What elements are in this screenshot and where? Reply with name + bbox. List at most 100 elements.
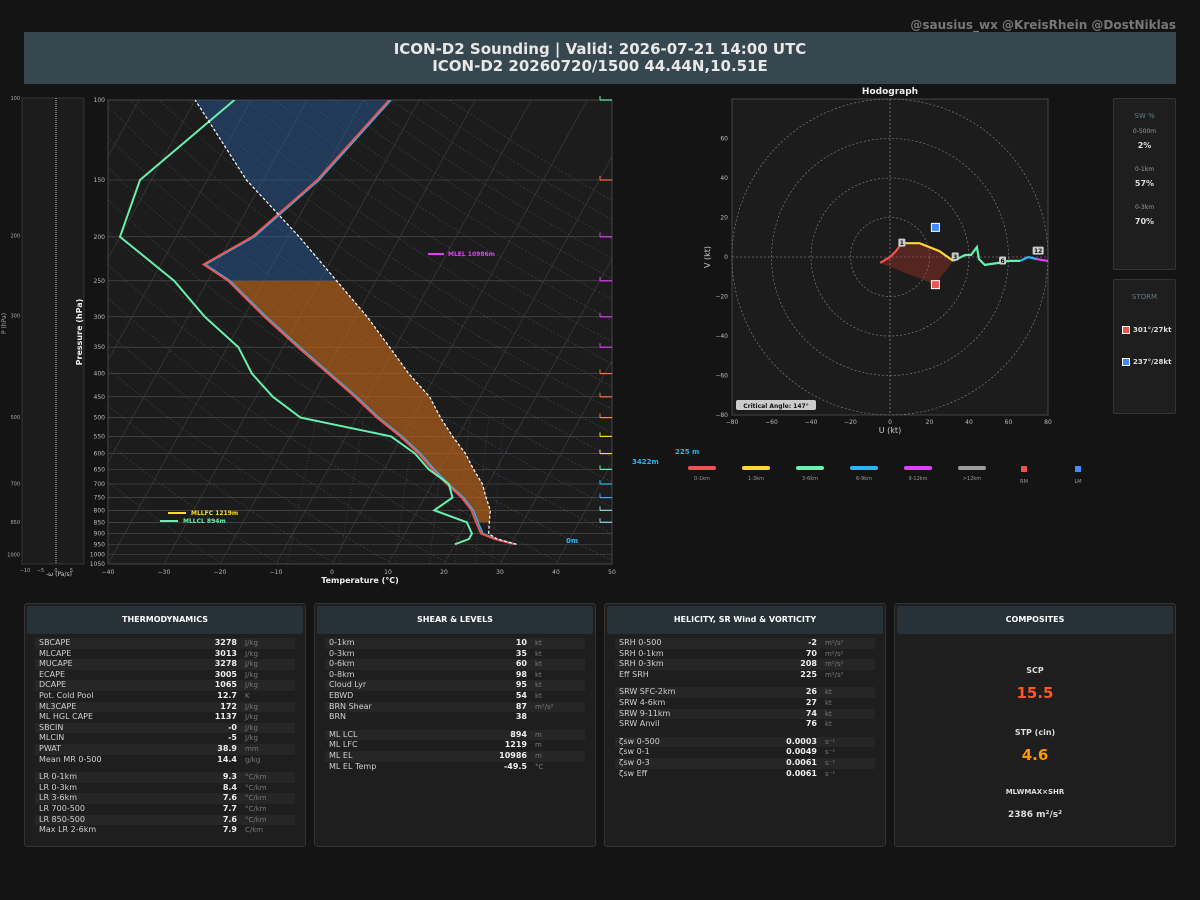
param-unit: m²/s² xyxy=(825,639,844,647)
critical-angle: Critical Angle: 147° xyxy=(743,403,808,410)
param-value: 7.6 xyxy=(222,814,237,824)
dry-adiabat xyxy=(129,100,612,434)
skewt-x-ticks: −40 −30 −20 −10 0 10 20 30 40 50 xyxy=(102,569,616,576)
param-name: BRN xyxy=(329,712,347,722)
title-line-1: ICON-D2 Sounding | Valid: 2026-07-21 14:… xyxy=(393,40,807,58)
omega-y-tick: 1000 xyxy=(7,552,20,558)
mlw-label: MLWMAX×SHR xyxy=(1005,788,1065,796)
param-unit: °C/km xyxy=(245,815,267,824)
hodo-x-tick: 20 xyxy=(926,419,934,426)
table-row: MLCAPE 3013 J/kg xyxy=(35,649,295,660)
streamwise-box: SW % 0-500m 2% 0-1km 57% 0-3km 70% xyxy=(1113,98,1176,270)
param-value: 54 xyxy=(515,690,527,700)
hodo-y-tick: 60 xyxy=(720,136,728,143)
hodo-x-tick: −20 xyxy=(844,419,857,426)
height-marker xyxy=(999,256,1007,265)
param-unit: m²/s² xyxy=(825,649,844,658)
srh-area xyxy=(880,243,954,285)
param-value: 76 xyxy=(805,719,817,729)
skewt-x-tick: 0 xyxy=(330,569,334,576)
param-value: -5 xyxy=(228,733,237,743)
param-name: SRW 9-11km xyxy=(619,708,671,718)
param-unit: s⁻¹ xyxy=(825,737,836,746)
omega-x-tick: 0 xyxy=(54,568,57,574)
param-name: ζsw 0-500 xyxy=(619,736,660,746)
param-value: 60 xyxy=(515,659,527,669)
table-row: LR 0-1km 9.3 °C/km xyxy=(35,772,295,783)
parcel-line xyxy=(194,100,517,545)
hodo-y-tick: 20 xyxy=(720,215,728,222)
param-value: 0.0061 xyxy=(786,768,817,778)
dry-adiabat xyxy=(108,264,563,564)
table-row: SBCIN -0 J/kg xyxy=(35,722,295,734)
isotherm xyxy=(387,156,612,564)
mixing-ratio-line xyxy=(454,417,471,564)
isotherm xyxy=(275,100,532,564)
param-name: SRW SFC-2km xyxy=(619,687,676,697)
param-unit: m xyxy=(535,730,542,739)
left-mover-marker xyxy=(930,222,940,232)
param-unit: °C xyxy=(535,762,544,771)
param-unit: kt xyxy=(535,649,542,658)
param-value: 1219 xyxy=(504,740,527,750)
param-name: Mean MR 0-500 xyxy=(39,754,102,764)
param-name: ML LCL xyxy=(329,729,358,739)
param-value: 38.9 xyxy=(217,743,237,753)
omega-y-tick: 200 xyxy=(10,233,20,239)
mllfc-annotation: MLLFC 1219m xyxy=(168,510,238,517)
table-row: Cloud Lyr 95 kt xyxy=(325,680,585,691)
param-name: Pot. Cold Pool xyxy=(39,690,94,700)
helicity-title: HELICITY, SR Wind & VORTICITY xyxy=(607,606,883,634)
param-name: Cloud Lyr xyxy=(329,680,367,690)
skewt-y-ticks: 100 150 200 250 300 350 400 450 500 550 600 650 700 7… xyxy=(90,97,105,568)
hodo-trace xyxy=(1036,257,1049,262)
param-unit: J/kg xyxy=(245,702,258,711)
param-unit: J/kg xyxy=(245,734,258,743)
param-unit: s⁻¹ xyxy=(825,769,836,778)
omega-x-tick: −10 xyxy=(20,568,31,574)
dry-adiabat xyxy=(108,405,336,564)
table-row: SRH 0-1km 70 m²/s² xyxy=(615,649,875,660)
param-name: 0-8km xyxy=(329,669,355,679)
param-name: MLCIN xyxy=(39,733,65,743)
mixing-ratio-line xyxy=(491,417,505,564)
isotherm xyxy=(108,100,308,463)
table-row: SRW Anvil 76 kt xyxy=(615,719,875,730)
skewt-x-tick: −30 xyxy=(158,569,171,576)
param-value: 10 xyxy=(515,638,527,647)
param-unit: K xyxy=(245,691,250,700)
temperature-line xyxy=(201,100,515,546)
svg-text:MLEL 10986m: MLEL 10986m xyxy=(448,251,495,258)
skewt-y-tick: 350 xyxy=(94,344,106,351)
param-name: BRN Shear xyxy=(329,701,372,711)
param-value: 3278 xyxy=(214,638,237,647)
scp-label: SCP xyxy=(1026,666,1044,675)
dry-adiabat xyxy=(216,100,612,365)
param-value: 12.7 xyxy=(217,690,237,700)
param-unit: s⁻¹ xyxy=(825,758,836,767)
skewt-x-label: Temperature (°C) xyxy=(321,576,399,585)
param-value: -2 xyxy=(808,638,817,647)
helicity-panel: HELICITY, SR Wind & VORTICITY SRH 0-500 -… xyxy=(604,603,886,847)
table-row: EBWD 54 kt xyxy=(325,691,585,702)
param-unit: °C/km xyxy=(245,773,267,782)
legend-swatch-0-1km xyxy=(688,466,716,470)
table-row: LR 0-3km 8.4 °C/km xyxy=(35,783,295,794)
param-name: LR 700-500 xyxy=(39,803,85,813)
right-mover-marker xyxy=(930,280,940,290)
param-unit: J/kg xyxy=(245,649,258,658)
mixing-ratio-line xyxy=(429,417,448,564)
param-value: 3013 xyxy=(214,648,237,658)
param-name: ζsw 0-1 xyxy=(619,747,650,757)
param-unit: kt xyxy=(535,670,542,679)
legend-item: 6-9km xyxy=(834,466,894,482)
param-value: 7.7 xyxy=(222,803,237,813)
omega-y-tick: 700 xyxy=(10,482,20,488)
omega-x-ticks: −10 −5 0 5 xyxy=(20,568,73,574)
skewt-y-tick: 850 xyxy=(94,519,106,526)
omega-y-tick: 500 xyxy=(10,415,20,421)
param-name: PWAT xyxy=(39,743,62,753)
param-name: SBCIN xyxy=(39,722,64,732)
table-row: ML3CAPE 172 J/kg xyxy=(35,701,295,713)
param-value: 0.0003 xyxy=(786,736,817,746)
